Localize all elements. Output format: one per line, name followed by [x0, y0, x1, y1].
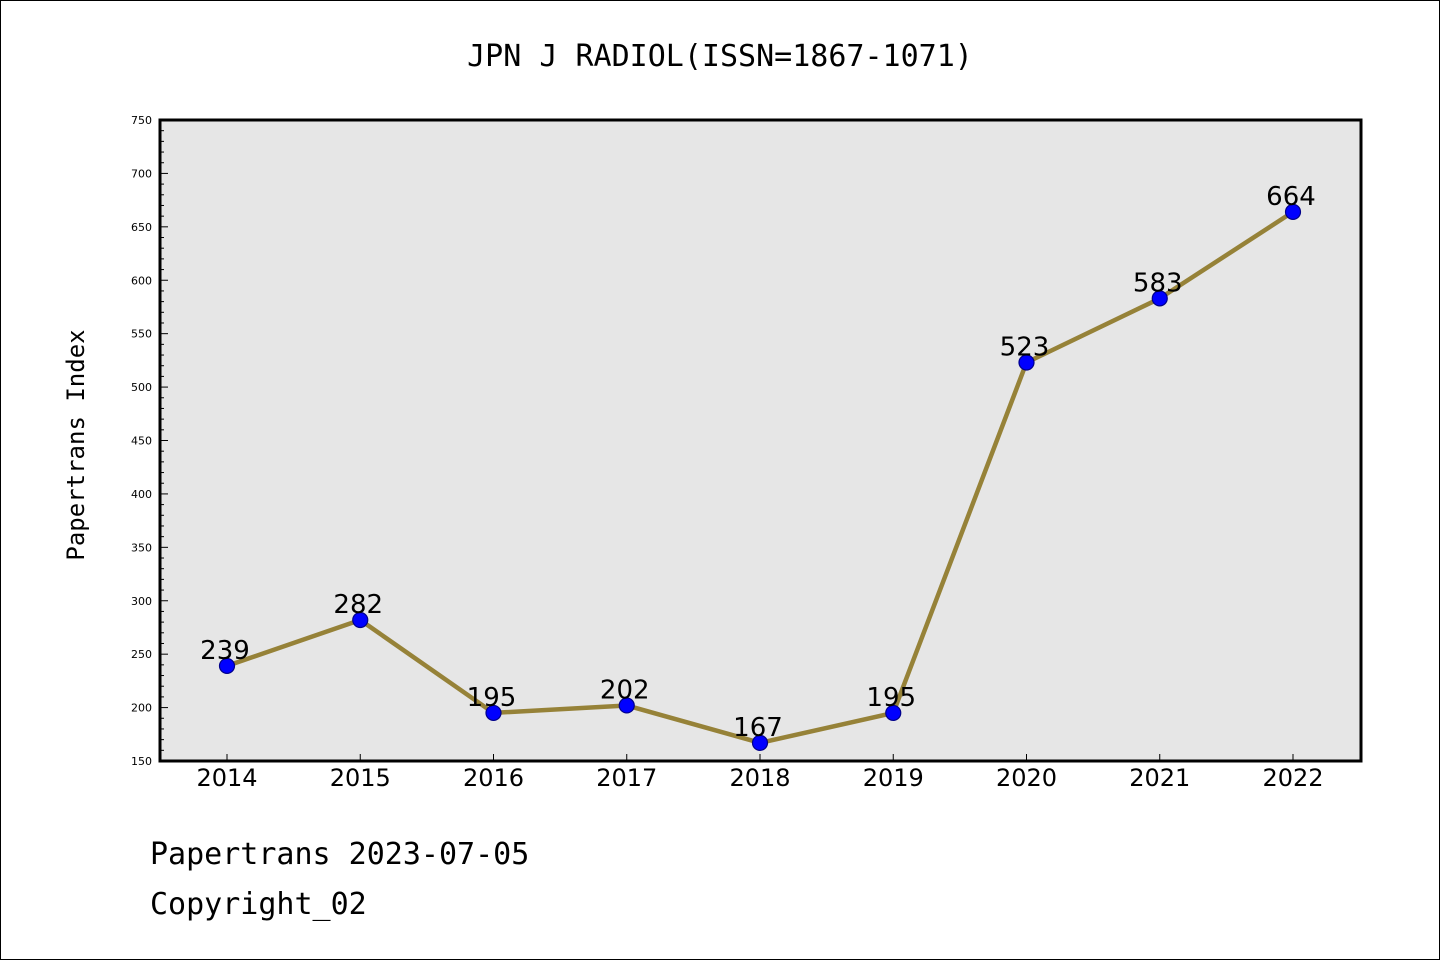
x-tick-label: 2018: [729, 764, 790, 792]
footer-copyright: Copyright_02: [150, 887, 367, 922]
data-point: [618, 697, 635, 714]
data-label: 282: [333, 590, 383, 620]
y-tick-label: 250: [131, 648, 152, 661]
data-label: 167: [733, 713, 783, 743]
x-tick-label: 2016: [463, 764, 524, 792]
plot-area: [158, 118, 1363, 763]
y-axis-label: Papertrans Index: [62, 329, 90, 560]
y-tick-label: 450: [131, 435, 152, 448]
chart-title: JPN J RADIOL(ISSN=1867-1071): [467, 39, 973, 74]
y-tick-label: 350: [131, 541, 152, 554]
data-label: 195: [467, 683, 517, 713]
y-tick-label: 550: [131, 328, 152, 341]
x-axis: 2014 2015 2016 2017 2018 2019 2020 2021 2022: [196, 754, 1324, 792]
y-tick-label: 650: [131, 221, 152, 234]
data-point: [485, 704, 502, 722]
x-tick-label: 2019: [863, 764, 924, 792]
data-label: 664: [1266, 182, 1316, 212]
data-label: 195: [866, 683, 916, 713]
data-point: [352, 611, 369, 629]
x-tick-label: 2021: [1129, 764, 1190, 792]
y-tick-label: 500: [131, 381, 152, 394]
series-layer: 239 282 195 202 167 195 523 583 664: [200, 182, 1316, 751]
y-tick-label: 150: [131, 755, 152, 768]
x-tick-label: 2020: [996, 764, 1057, 792]
data-label: 239: [200, 636, 250, 666]
y-tick-label: 600: [131, 274, 152, 287]
y-tick-label: 700: [131, 167, 152, 180]
x-tick-label: 2015: [330, 764, 391, 792]
data-label: 583: [1133, 268, 1183, 298]
y-axis: 150 200 250 300 350 400 450 500 550 600 650 700 750: [131, 114, 168, 768]
data-label: 523: [1000, 333, 1050, 363]
footer-date: Papertrans 2023-07-05: [150, 837, 529, 872]
data-point: [751, 734, 769, 751]
data-point: [1284, 203, 1302, 220]
data-label: 202: [600, 675, 650, 705]
y-tick-label: 400: [131, 488, 152, 501]
y-tick-label: 750: [131, 114, 152, 127]
data-point: [218, 657, 236, 675]
data-point: [1018, 354, 1035, 371]
x-tick-label: 2022: [1262, 764, 1323, 792]
y-tick-label: 300: [131, 595, 152, 608]
x-tick-label: 2017: [596, 764, 657, 792]
x-tick-label: 2014: [196, 764, 257, 792]
data-point: [885, 704, 902, 722]
y-tick-label: 200: [131, 702, 152, 715]
data-point: [1151, 290, 1168, 307]
